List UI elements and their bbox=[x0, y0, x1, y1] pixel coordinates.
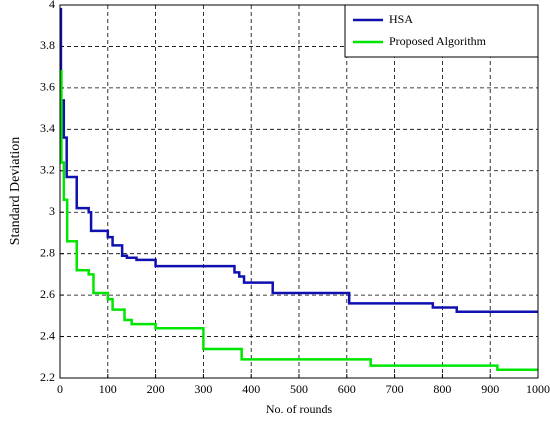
y-axis-label: Standard Deviation bbox=[8, 137, 23, 245]
x-tick-label: 500 bbox=[290, 382, 308, 396]
y-tick-label: 3.8 bbox=[40, 38, 55, 52]
y-tick-label: 4 bbox=[49, 0, 55, 11]
x-axis-label: No. of rounds bbox=[266, 402, 333, 416]
x-tick-label: 0 bbox=[57, 382, 63, 396]
y-tick-label: 3.6 bbox=[40, 80, 55, 94]
y-tick-label: 3 bbox=[49, 204, 55, 218]
y-tick-label: 2.4 bbox=[40, 328, 55, 342]
x-tick-label: 100 bbox=[99, 382, 117, 396]
x-tick-label: 300 bbox=[194, 382, 212, 396]
x-tick-label: 600 bbox=[338, 382, 356, 396]
legend-label: Proposed Algorithm bbox=[389, 34, 487, 48]
series-line bbox=[59, 7, 538, 313]
x-tick-label: 800 bbox=[433, 382, 451, 396]
plot-frame bbox=[59, 4, 539, 379]
x-tick-label: 900 bbox=[481, 382, 499, 396]
y-tick-label: 2.6 bbox=[40, 287, 55, 301]
legend-label: HSA bbox=[389, 12, 413, 26]
x-tick-label: 1000 bbox=[526, 382, 550, 396]
series-line bbox=[60, 70, 538, 371]
y-tick-label: 3.4 bbox=[40, 121, 55, 135]
x-tick-label: 200 bbox=[147, 382, 165, 396]
x-tick-label: 700 bbox=[386, 382, 404, 396]
x-tick-label: 400 bbox=[242, 382, 260, 396]
y-tick-label: 2.2 bbox=[40, 370, 55, 384]
y-tick-label: 3.2 bbox=[40, 163, 55, 177]
legend-box bbox=[344, 4, 539, 58]
y-tick-label: 2.8 bbox=[40, 245, 55, 259]
